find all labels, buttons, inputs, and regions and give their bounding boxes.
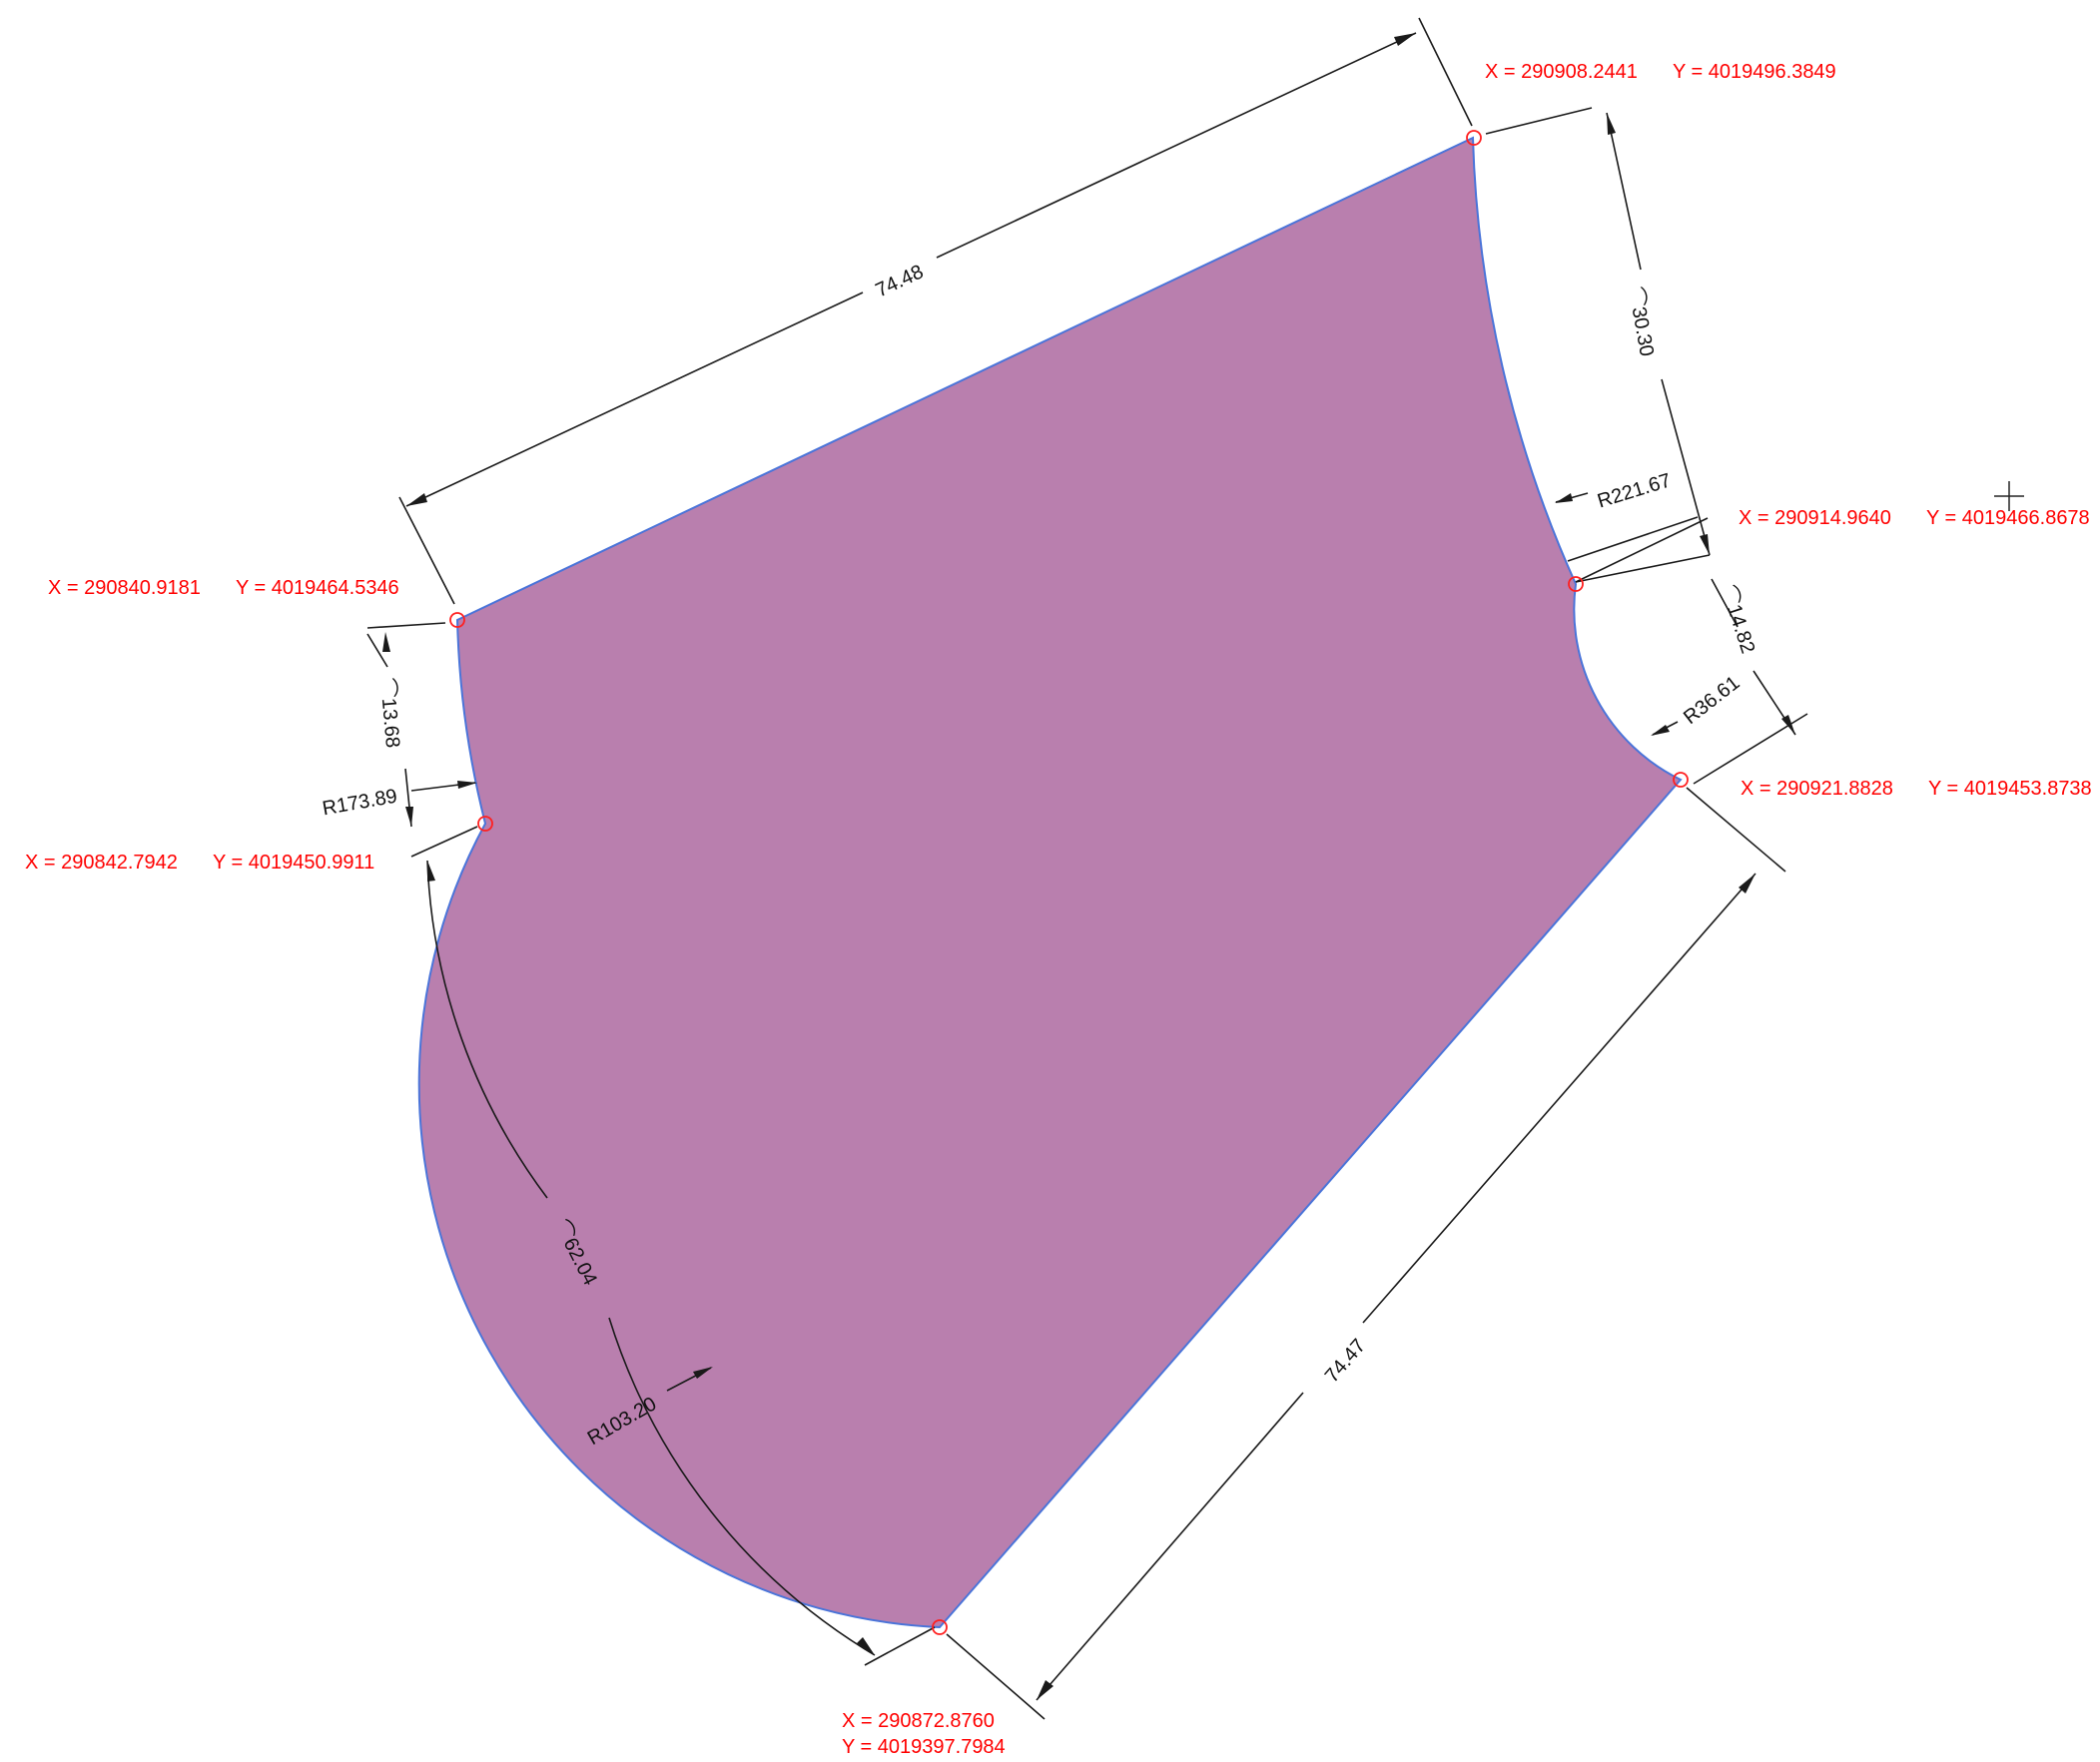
vertex-v4-y: Y = 4019397.7984 <box>842 1736 1006 1758</box>
dim-arc-left-upper: ⌒13.68 <box>375 677 404 749</box>
dim-arc-left-upper-value: 13.68 <box>377 697 403 749</box>
dim-right-bottom-length: 74.47 <box>1321 1335 1370 1387</box>
vertex-v2-coordinates: X = 290914.9640 Y = 4019466.8678 <box>1739 507 2090 529</box>
dimension-right-upper-arc: ⌒30.30 <box>1485 107 1711 562</box>
dim-arc-right-upper-value: 30.30 <box>1628 305 1658 358</box>
vertex-v6-x: X = 290840.9181 <box>48 577 201 599</box>
vertex-v1-coordinates: X = 290908.2441 Y = 4019496.3849 <box>1485 61 1836 83</box>
vertex-v4-marker[interactable] <box>932 1619 948 1635</box>
vertex-v4-coordinates: X = 290872.8760 Y = 4019397.7984 <box>842 1710 1006 1758</box>
vertex-v3-x: X = 290921.8828 <box>1741 778 1893 800</box>
vertex-v3-marker[interactable] <box>1673 772 1689 788</box>
dimension-right-lower-arc: ⌒14.82 <box>1693 578 1808 785</box>
vertex-v1-y: Y = 4019496.3849 <box>1673 61 1836 83</box>
radius-left-upper: R173.89 <box>321 781 477 820</box>
vertex-v6-y: Y = 4019464.5346 <box>236 577 399 599</box>
vertex-v1-marker[interactable] <box>1466 130 1482 146</box>
vertex-v4-x: X = 290872.8760 <box>842 1710 995 1732</box>
dim-arc-right-lower-value: 14.82 <box>1723 602 1758 656</box>
radius-right-lower: R36.61 <box>1651 672 1744 736</box>
vertex-v5-x: X = 290842.7942 <box>25 852 178 874</box>
vertex-v5-marker[interactable] <box>477 816 493 832</box>
dim-top-length: 74.48 <box>873 261 928 301</box>
radius-right-upper-label: R221.67 <box>1595 469 1674 512</box>
vertex-v6-marker[interactable] <box>449 612 465 628</box>
dim-arc-right-upper: ⌒30.30 <box>1624 286 1659 358</box>
vertex-v2-x: X = 290914.9640 <box>1739 507 1891 529</box>
arc-symbol: ⌒ <box>375 677 400 699</box>
vertex-v3-y: Y = 4019453.8738 <box>1928 778 2092 800</box>
vertex-v5-coordinates: X = 290842.7942 Y = 4019450.9911 <box>25 852 374 874</box>
radius-right-lower-label: R36.61 <box>1680 672 1744 729</box>
dim-arc-right-lower: ⌒14.82 <box>1717 583 1760 657</box>
vertex-v6-coordinates: X = 290840.9181 Y = 4019464.5346 <box>48 577 399 599</box>
dimension-left-upper-arc: ⌒13.68 <box>366 622 446 828</box>
vertex-v2-leader <box>1575 517 1711 583</box>
vertex-v2-y: Y = 4019466.8678 <box>1926 507 2090 529</box>
parcel-polygon[interactable] <box>417 136 1683 1629</box>
vertex-v1-x: X = 290908.2441 <box>1485 61 1638 83</box>
radius-right-upper: R221.67 <box>1555 469 1674 512</box>
radius-left-upper-label: R173.89 <box>321 786 398 821</box>
crosshair-cursor <box>1994 481 2024 511</box>
vertex-v5-y: Y = 4019450.9911 <box>213 852 374 874</box>
vertex-v3-coordinates: X = 290921.8828 Y = 4019453.8738 <box>1741 778 2092 800</box>
arc-symbol: ⌒ <box>1624 286 1650 309</box>
vertex-v2-marker[interactable] <box>1568 576 1584 592</box>
